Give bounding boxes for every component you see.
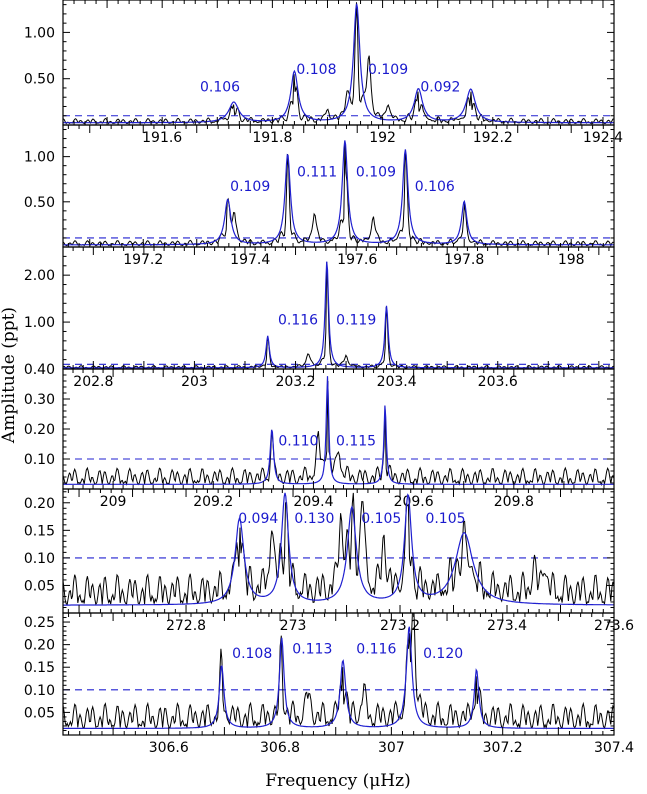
x-tick-label: 197.4 xyxy=(230,252,270,268)
y-tick-label: 0.30 xyxy=(24,392,55,408)
model-fit-line xyxy=(63,626,614,729)
splitting-label: 0.108 xyxy=(296,62,336,78)
x-tick-label: 202.8 xyxy=(73,374,113,390)
x-tick-label: 272.8 xyxy=(166,618,206,634)
splitting-label: 0.120 xyxy=(423,646,463,662)
x-tick-label: 209.2 xyxy=(193,494,233,510)
x-tick-label: 306.8 xyxy=(260,740,300,756)
y-tick-label: 1.00 xyxy=(24,25,55,41)
y-tick-label: 0.05 xyxy=(24,578,55,594)
x-tick-label: 209.6 xyxy=(394,494,434,510)
splitting-label: 0.111 xyxy=(297,165,337,181)
model-fit-line xyxy=(63,492,614,606)
splitting-label: 0.094 xyxy=(238,511,278,527)
x-tick-label: 209 xyxy=(100,494,127,510)
model-fit-line xyxy=(63,376,614,485)
x-tick-label: 192.4 xyxy=(583,130,623,146)
splitting-label: 0.116 xyxy=(356,642,396,658)
x-tick-label: 191.6 xyxy=(142,130,182,146)
splitting-label: 0.109 xyxy=(356,165,396,181)
splitting-label: 0.105 xyxy=(361,511,401,527)
panel-4: 0.10 0.20 0.30 0.40 209 209.2 209.4 209.6 209.8 0… xyxy=(24,362,615,510)
x-tick-label: 307.4 xyxy=(594,740,634,756)
x-tick-label: 203 xyxy=(181,374,208,390)
x-axis-title: Frequency (μHz) xyxy=(265,771,410,791)
panel-2: 0.50 1.00 197.2 197.4 197.6 197.8 198 0.109 0.11… xyxy=(24,124,615,268)
x-tick-label: 191.8 xyxy=(252,130,292,146)
x-tick-label: 306.6 xyxy=(149,740,189,756)
y-tick-label: 0.10 xyxy=(24,683,55,699)
model-fit-line xyxy=(63,3,614,124)
splitting-label: 0.119 xyxy=(336,312,376,328)
y-tick-label: 0.20 xyxy=(24,422,55,438)
y-tick-label: 0.20 xyxy=(24,638,55,654)
splitting-label: 0.116 xyxy=(278,312,318,328)
splitting-label: 0.106 xyxy=(415,179,455,195)
x-tick-label: 203.2 xyxy=(275,374,315,390)
y-tick-label: 1.00 xyxy=(24,315,55,331)
splitting-label: 0.092 xyxy=(420,80,460,96)
model-fit-line xyxy=(63,140,614,246)
y-tick-label: 0.50 xyxy=(24,72,55,88)
panel-6: 0.05 0.10 0.15 0.20 0.25 306.6 306.8 307 307.2 30… xyxy=(24,612,634,756)
x-tick-label: 203.6 xyxy=(478,374,518,390)
splitting-label: 0.109 xyxy=(230,179,270,195)
splitting-label: 0.109 xyxy=(368,62,408,78)
y-tick-label: 1.00 xyxy=(24,150,55,166)
x-tick-label: 203.4 xyxy=(377,374,417,390)
splitting-label: 0.115 xyxy=(336,434,376,450)
y-tick-label: 0.25 xyxy=(24,615,55,631)
splitting-label: 0.105 xyxy=(425,511,465,527)
x-tick-label: 209.4 xyxy=(293,494,333,510)
panel-3: 1.00 2.00 202.8 203 203.2 203.4 203.6 0.116 0.11… xyxy=(24,246,615,390)
y-axis-title: Amplitude (ppt) xyxy=(0,307,19,444)
y-tick-label: 0.15 xyxy=(24,660,55,676)
model-fit-line xyxy=(63,261,614,369)
data-series-line xyxy=(63,613,614,730)
x-tick-label: 209.8 xyxy=(494,494,534,510)
y-tick-label: 0.20 xyxy=(24,496,55,512)
x-tick-label: 192.2 xyxy=(473,130,513,146)
splitting-label: 0.130 xyxy=(294,511,334,527)
y-tick-label: 2.00 xyxy=(24,268,55,284)
y-tick-label: 0.05 xyxy=(24,705,55,721)
y-tick-label: 0.50 xyxy=(24,195,55,211)
panel-frame xyxy=(62,612,615,736)
panel-frame xyxy=(62,0,615,126)
y-tick-label: 0.10 xyxy=(24,551,55,567)
data-series-line xyxy=(63,2,614,125)
data-series-line xyxy=(63,380,614,487)
y-tick-label: 0.40 xyxy=(24,362,55,378)
x-tick-label: 273 xyxy=(280,618,307,634)
splitting-label: 0.106 xyxy=(200,80,240,96)
splitting-label: 0.108 xyxy=(232,646,272,662)
x-tick-label: 197.2 xyxy=(123,252,163,268)
splitting-label: 0.110 xyxy=(278,434,318,450)
x-tick-label: 198 xyxy=(558,252,585,268)
x-tick-label: 307.2 xyxy=(483,740,523,756)
panels-group: 0.50 1.00 191.6 191.8 192 192.2 192.4 0.106 0.10… xyxy=(24,0,634,756)
y-tick-label: 0.10 xyxy=(24,452,55,468)
x-tick-label: 307 xyxy=(378,740,405,756)
panel-1: 0.50 1.00 191.6 191.8 192 192.2 192.4 0.106 0.10… xyxy=(24,0,623,146)
y-tick-label: 0.15 xyxy=(24,523,55,539)
data-series-line xyxy=(63,143,614,247)
splitting-label: 0.113 xyxy=(292,642,332,658)
x-tick-label: 273.4 xyxy=(487,618,527,634)
data-series-line xyxy=(63,492,614,606)
x-tick-label: 197.8 xyxy=(444,252,484,268)
x-tick-label: 197.6 xyxy=(337,252,377,268)
x-tick-label: 192 xyxy=(369,130,396,146)
panel-frame xyxy=(62,368,615,490)
